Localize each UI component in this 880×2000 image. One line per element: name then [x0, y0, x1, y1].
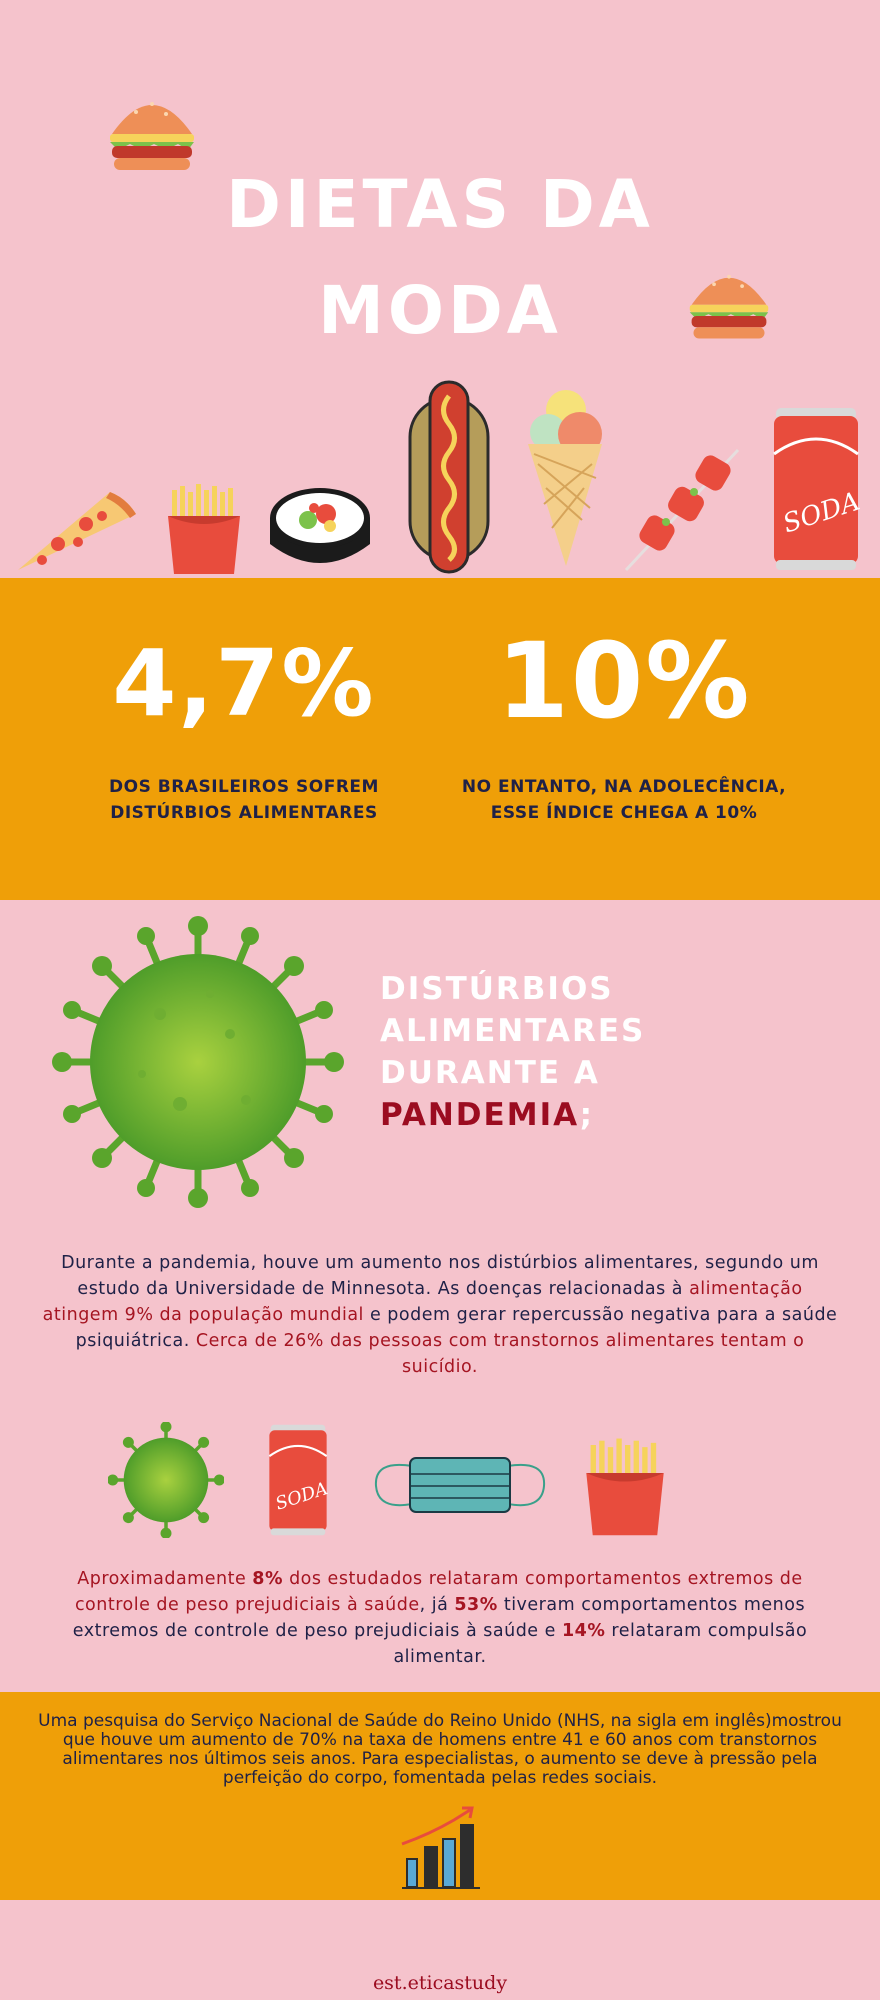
stat-caption-1: DOS BRASILEIROS SOFREM DISTÚRBIOS ALIMEN… [64, 774, 424, 826]
pandemic-section: DISTÚRBIOS ALIMENTARES DURANTE A PANDEMI… [0, 900, 880, 1692]
stat-caption-2: NO ENTANTO, NA ADOLECÊNCIA, ESSE ÍNDICE … [444, 774, 804, 826]
stat-caption-1-line1: DOS BRASILEIROS SOFREM [109, 777, 379, 797]
fries-icon [168, 484, 240, 574]
sushi-icon [270, 488, 370, 563]
face-mask-icon [374, 1457, 546, 1513]
para1-text-c: e podem gerar repercussão negativa para … [75, 1305, 838, 1351]
para1-highlight-b: alimentação atingem 9% da população mund… [42, 1279, 803, 1325]
virus-icon [52, 916, 344, 1208]
pandemic-heading-highlight: PANDEMIA [380, 1097, 580, 1133]
para2-stat-14: 14% [561, 1621, 606, 1641]
ice-cream-icon [528, 390, 602, 566]
pandemic-paragraph-2: Aproximadamente 8% dos estudados relatar… [40, 1566, 840, 1670]
page-title: DIETAS DA MODA [0, 152, 880, 364]
nhs-section: Uma pesquisa do Serviço Nacional de Saúd… [0, 1692, 880, 1900]
title-line-2: MODA [318, 272, 562, 349]
soda-can-icon: SODA [268, 1424, 328, 1536]
para2-text-f: tiveram comportamentos menos extremos de… [72, 1595, 806, 1641]
pandemic-heading-line4: PANDEMIA; [380, 1094, 645, 1136]
skewer-icon [624, 448, 740, 572]
pandemic-heading-line3: DURANTE A [380, 1055, 600, 1091]
pandemic-heading-line2: ALIMENTARES [380, 1013, 646, 1049]
virus-icon [108, 1422, 224, 1538]
hotdog-icon [408, 380, 490, 574]
stat-caption-1-line2: DISTÚRBIOS ALIMENTARES [110, 803, 378, 823]
growth-chart-icon [401, 1806, 480, 1889]
footer-section: est.eticastudy [0, 1900, 880, 2000]
fries-icon [586, 1438, 664, 1536]
soda-can-icon: SODA [773, 408, 860, 570]
hero-section: DIETAS DA MODA [0, 0, 880, 578]
para2-text-a: Aproximadamente [77, 1569, 253, 1589]
para1-highlight-d: Cerca de 26% das pessoas com transtornos… [195, 1331, 805, 1377]
pandemic-heading-line1: DISTÚRBIOS [380, 971, 614, 1007]
stats-section: 4,7% DOS BRASILEIROS SOFREM DISTÚRBIOS A… [0, 578, 880, 900]
para2-text-d: , já [419, 1595, 455, 1615]
stat-value-1: 4,7% [112, 630, 376, 737]
para2-text-h: relataram compulsão alimentar. [393, 1621, 808, 1667]
pizza-icon [18, 492, 136, 570]
footer-credit: est.eticastudy [372, 1972, 508, 1994]
para2-text-c: dos estudados relataram comportamentos e… [74, 1569, 803, 1615]
stat-caption-2-line1: NO ENTANTO, NA ADOLECÊNCIA, [461, 777, 787, 797]
para2-stat-8: 8% [252, 1569, 283, 1589]
para1-text-a: Durante a pandemia, houve um aumento nos… [61, 1253, 819, 1299]
pandemic-heading-punct: ; [579, 1097, 595, 1133]
burger-icon [689, 274, 769, 339]
pandemic-paragraph-1: Durante a pandemia, houve um aumento nos… [40, 1250, 840, 1380]
nhs-paragraph: Uma pesquisa do Serviço Nacional de Saúd… [38, 1711, 842, 1788]
para2-stat-53: 53% [454, 1595, 498, 1615]
burger-icon [110, 102, 194, 170]
stat-value-2: 10% [496, 620, 752, 742]
title-line-1: DIETAS DA [226, 166, 654, 243]
stat-caption-2-line2: ESSE ÍNDICE CHEGA A 10% [490, 803, 758, 823]
pandemic-heading: DISTÚRBIOS ALIMENTARES DURANTE A PANDEMI… [380, 968, 645, 1136]
